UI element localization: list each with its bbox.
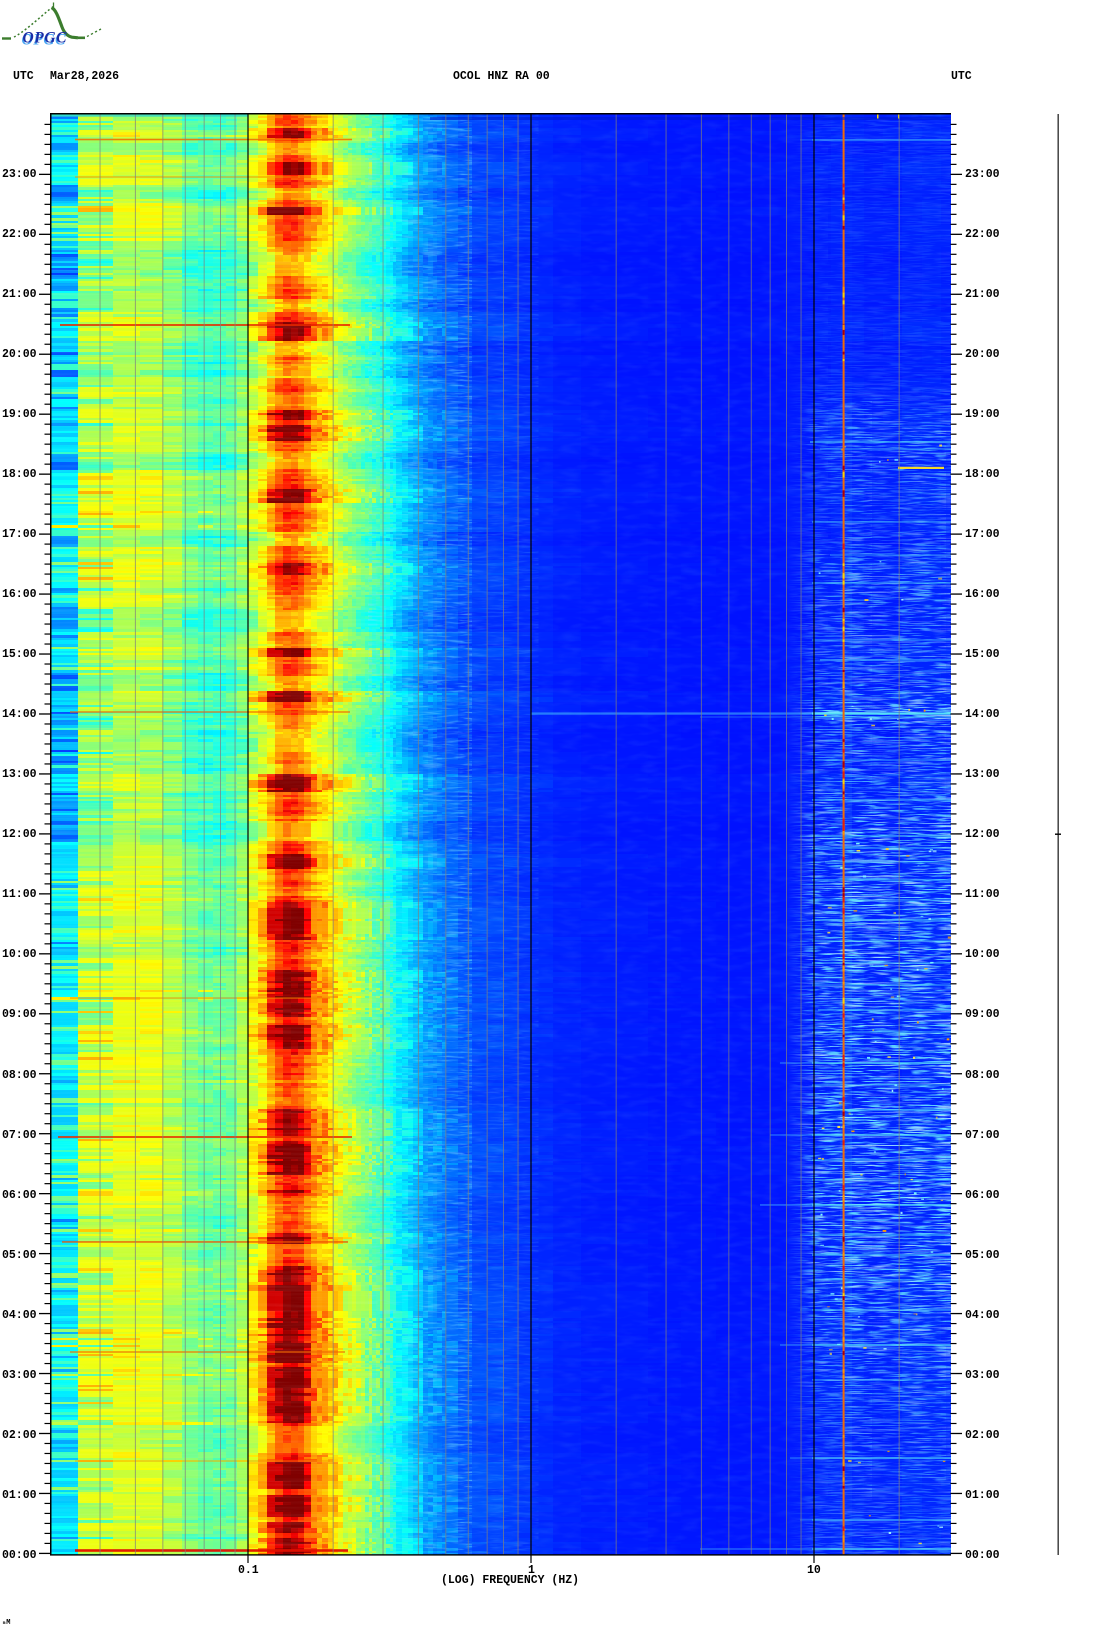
svg-text:OPGC: OPGC xyxy=(23,30,68,47)
svg-text:OPGC: OPGC xyxy=(22,32,67,49)
